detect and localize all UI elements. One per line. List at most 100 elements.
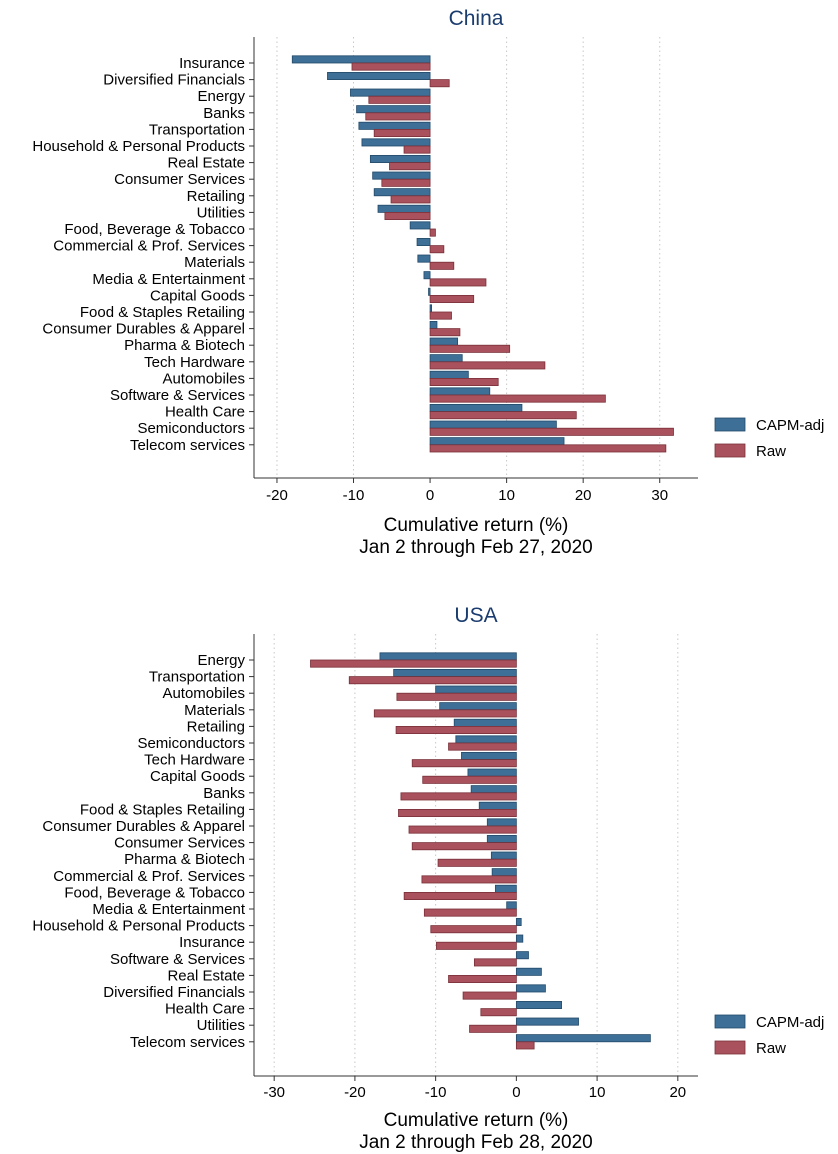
x-tick-label: 20	[669, 1084, 686, 1101]
bar	[429, 377, 499, 386]
y-tick-label: Energy	[197, 652, 245, 669]
bar	[348, 676, 517, 685]
bar	[398, 809, 517, 818]
y-tick-label: Telecom services	[130, 1034, 245, 1051]
bar	[491, 868, 517, 877]
y-tick-label: Insurance	[179, 934, 245, 951]
bar	[373, 188, 431, 197]
x-tick-label: 30	[651, 487, 668, 504]
bar	[462, 991, 517, 1000]
x-tick-label: -10	[425, 1084, 447, 1101]
china-panel: China Cumulative return (%) Jan 2 throug…	[32, 7, 824, 558]
bar	[437, 858, 517, 867]
bar	[358, 121, 431, 130]
bar	[429, 228, 436, 237]
bar	[515, 984, 546, 993]
bar	[494, 884, 517, 893]
bar	[515, 918, 522, 927]
bar	[384, 211, 431, 220]
bar	[429, 444, 667, 453]
y-tick-label: Consumer Services	[114, 835, 245, 852]
y-tick-label: Household & Personal Products	[32, 138, 245, 155]
y-tick-label: Food, Beverage & Tobacco	[64, 221, 245, 238]
y-tick-label: Software & Services	[110, 951, 245, 968]
bar	[390, 195, 431, 204]
y-tick-label: Insurance	[179, 55, 245, 72]
bar	[372, 171, 431, 180]
bar	[428, 287, 431, 296]
bar	[377, 204, 431, 213]
y-tick-label: Capital Goods	[150, 287, 245, 304]
bar	[429, 278, 487, 287]
legend-label: CAPM-adj	[756, 417, 824, 434]
y-tick-label: Tech Hardware	[144, 354, 245, 371]
legend-swatch	[714, 1040, 746, 1055]
bar	[429, 261, 455, 270]
x-tick-label: 0	[426, 487, 434, 504]
y-tick-label: Commercial & Prof. Services	[53, 238, 245, 255]
bar	[291, 55, 431, 64]
bar	[429, 79, 450, 88]
bar	[515, 1001, 562, 1010]
bar	[470, 785, 517, 794]
x-tick-label: -30	[263, 1084, 285, 1101]
legend-swatch	[714, 1014, 746, 1029]
bar	[411, 759, 517, 768]
y-tick-label: Automobiles	[162, 685, 245, 702]
bar	[467, 768, 517, 777]
y-tick-label: Diversified Financials	[103, 72, 245, 89]
y-tick-label: Consumer Durables & Apparel	[42, 321, 245, 338]
bar	[416, 237, 431, 246]
legend-label: CAPM-adj	[756, 1014, 824, 1031]
bar	[515, 1034, 651, 1043]
y-tick-label: Commercial & Prof. Services	[53, 868, 245, 885]
bar	[455, 735, 517, 744]
bar	[429, 361, 546, 370]
bar	[310, 659, 517, 668]
bar	[356, 105, 431, 114]
x-tick-label: 0	[512, 1084, 520, 1101]
bar	[469, 1024, 517, 1033]
bar	[400, 792, 517, 801]
chart-title: USA	[454, 604, 497, 627]
y-tick-label: Pharma & Biotech	[124, 851, 245, 868]
bar	[515, 951, 529, 960]
bar	[369, 154, 431, 163]
y-tick-label: Household & Personal Products	[32, 918, 245, 935]
bar	[490, 851, 517, 860]
y-tick-label: Pharma & Biotech	[124, 337, 245, 354]
bar	[429, 328, 461, 337]
bar	[429, 370, 469, 379]
y-tick-label: Semiconductors	[137, 735, 245, 752]
bar	[461, 752, 517, 761]
bar	[368, 95, 431, 104]
bar	[429, 387, 491, 396]
y-tick-label: Media & Entertainment	[92, 901, 245, 918]
bar	[422, 775, 517, 784]
bar	[389, 162, 431, 171]
bar	[393, 669, 517, 678]
y-tick-label: Real Estate	[167, 155, 245, 172]
legend-swatch	[714, 417, 746, 432]
bar	[403, 145, 431, 154]
bar	[429, 354, 463, 363]
y-tick-label: Diversified Financials	[103, 984, 245, 1001]
usa-panel: USA Cumulative return (%) Jan 2 through …	[32, 604, 824, 1153]
y-tick-label: Health Care	[165, 1001, 245, 1018]
bar	[411, 842, 517, 851]
bar	[429, 311, 452, 320]
bar	[409, 221, 431, 230]
bar	[429, 304, 433, 313]
bar	[429, 294, 475, 303]
y-tick-label: Retailing	[187, 718, 245, 735]
bar	[448, 742, 517, 751]
y-tick-label: Semiconductors	[137, 420, 245, 437]
bar	[429, 337, 459, 346]
x-axis-subtitle: Jan 2 through Feb 28, 2020	[359, 1132, 592, 1153]
y-tick-label: Capital Goods	[150, 768, 245, 785]
bar	[396, 692, 517, 701]
bar	[506, 901, 517, 910]
bar	[423, 908, 517, 917]
bar	[429, 344, 511, 353]
